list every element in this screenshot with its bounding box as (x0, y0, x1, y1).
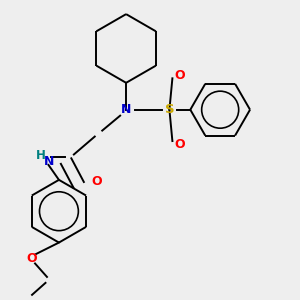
Text: H: H (36, 149, 46, 163)
Text: N: N (121, 103, 131, 116)
Text: S: S (165, 103, 174, 116)
Text: N: N (44, 154, 54, 167)
Text: O: O (91, 175, 102, 188)
Text: O: O (27, 253, 38, 266)
Text: O: O (175, 137, 185, 151)
Text: O: O (175, 69, 185, 82)
